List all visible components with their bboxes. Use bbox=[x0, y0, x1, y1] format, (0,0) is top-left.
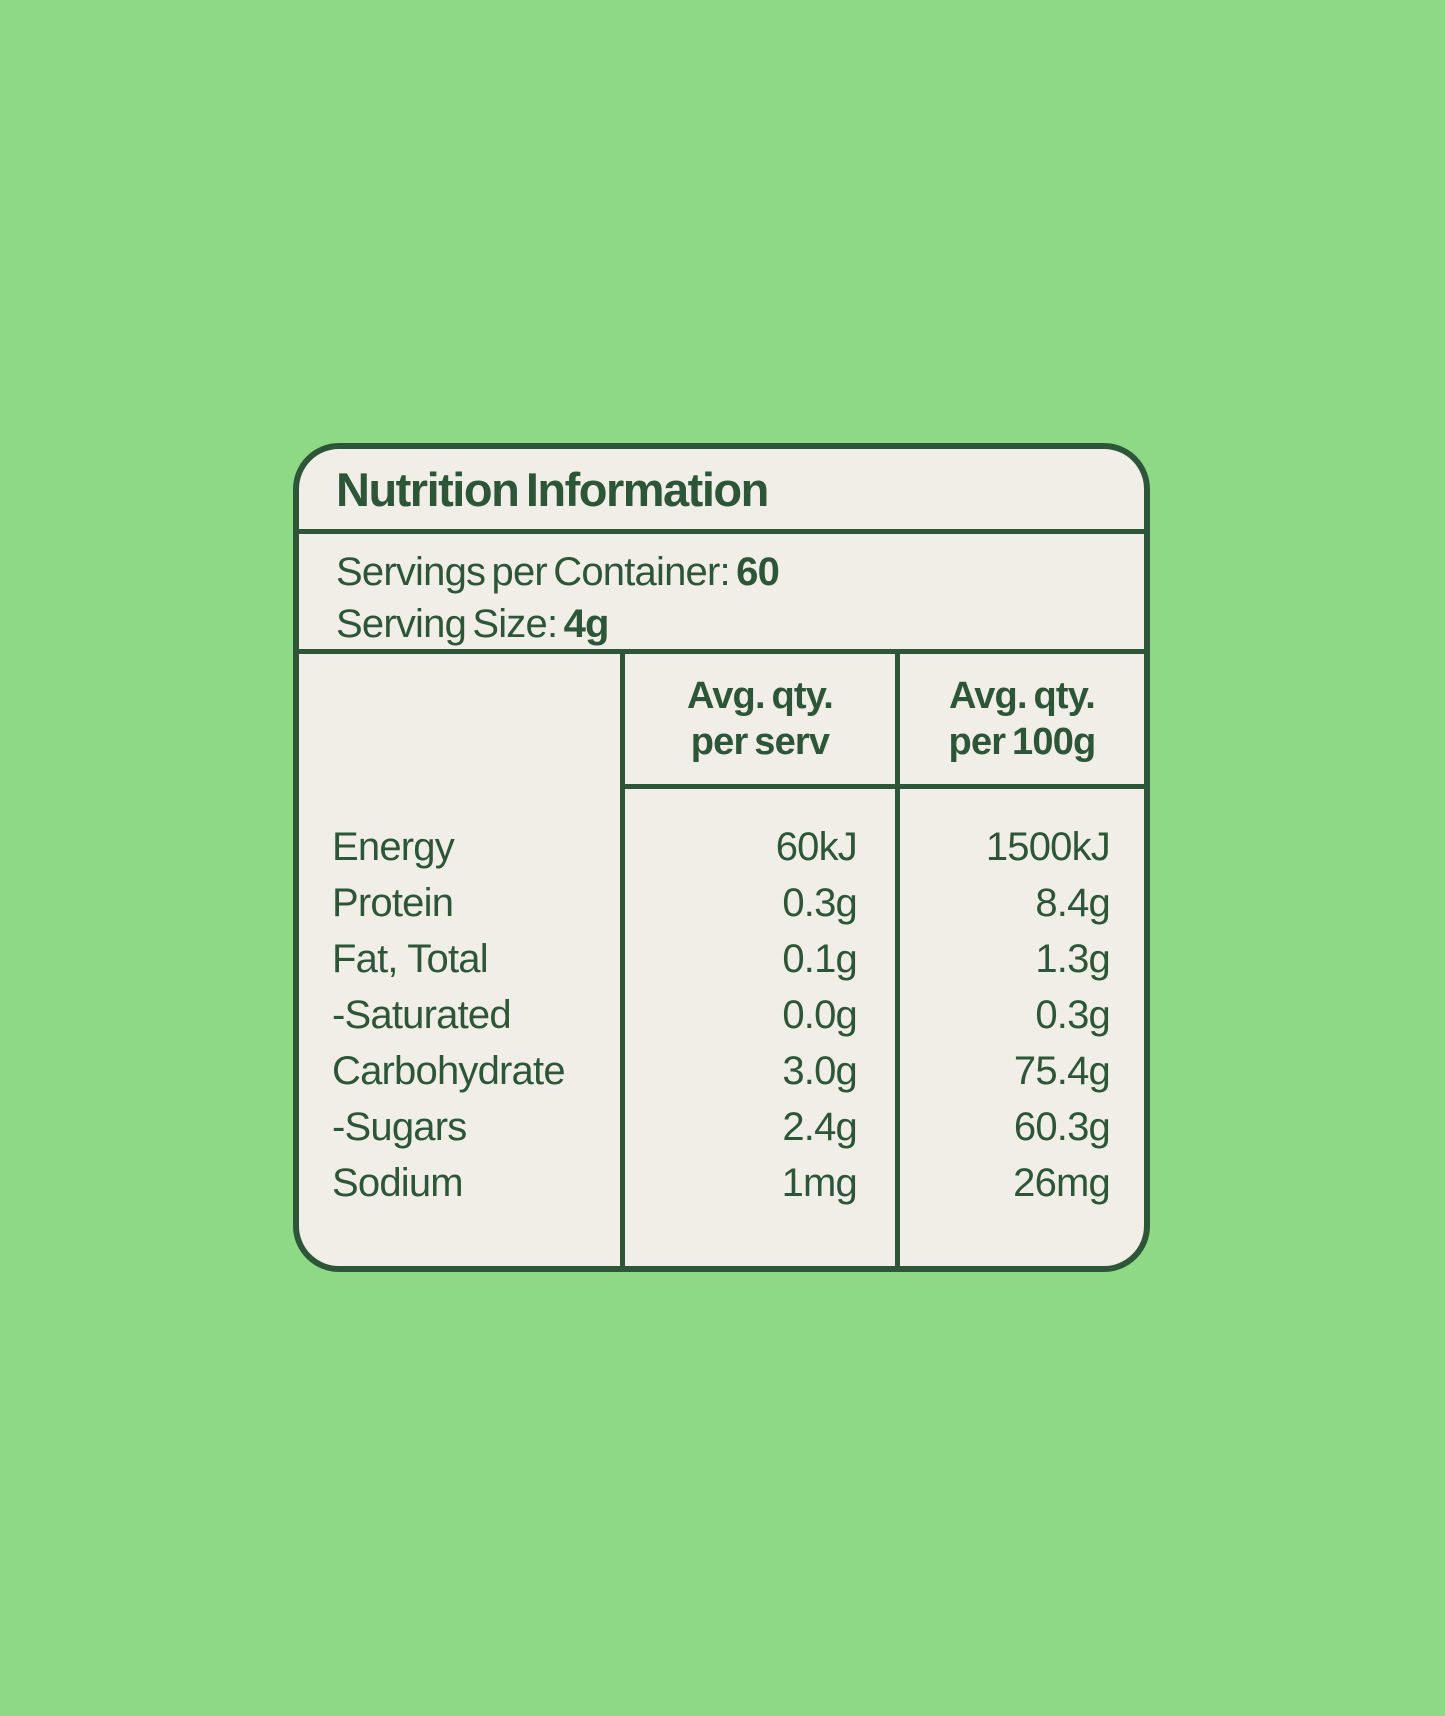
table-row: Sodium 1mg 26mg bbox=[299, 1155, 1144, 1211]
table-row: Fat, Total 0.1g 1.3g bbox=[299, 931, 1144, 987]
nutrient-name: -Sugars bbox=[332, 1104, 467, 1149]
table-row: Energy 60kJ 1500kJ bbox=[299, 819, 1144, 875]
servings-section: Servings per Container: 60 Serving Size:… bbox=[299, 534, 1144, 654]
column-header-per-serv: Avg. qty. per serv bbox=[625, 654, 895, 784]
value-per-serving: 2.4g bbox=[782, 1104, 857, 1149]
value-per-serving: 0.0g bbox=[782, 992, 857, 1037]
column-divider-1 bbox=[620, 654, 625, 1266]
nutrient-name: Fat, Total bbox=[332, 936, 489, 981]
column-header-per-serv-line1: Avg. qty. bbox=[686, 675, 834, 717]
table-row: -Saturated 0.0g 0.3g bbox=[299, 987, 1144, 1043]
nutrition-label-card: Nutrition Information Servings per Conta… bbox=[293, 443, 1150, 1272]
value-per-100g: 8.4g bbox=[1035, 880, 1110, 925]
column-header-per-100g-line1: Avg. qty. bbox=[948, 675, 1096, 717]
header-underline bbox=[620, 784, 1144, 789]
nutrition-table: Avg. qty. per serv Avg. qty. per 100g En… bbox=[299, 654, 1144, 1266]
value-per-serving: 1mg bbox=[781, 1160, 858, 1205]
table-row: Protein 0.3g 8.4g bbox=[299, 875, 1144, 931]
nutrient-name: -Saturated bbox=[332, 992, 512, 1037]
nutrient-name: Carbohydrate bbox=[332, 1048, 566, 1093]
nutrient-name: Protein bbox=[332, 880, 454, 925]
value-per-serving: 0.1g bbox=[782, 936, 857, 981]
serving-size-value: 4g bbox=[563, 602, 610, 646]
value-per-100g: 1.3g bbox=[1035, 936, 1110, 981]
table-row: Carbohydrate 3.0g 75.4g bbox=[299, 1043, 1144, 1099]
value-per-100g: 0.3g bbox=[1035, 992, 1110, 1037]
table-rows: Energy 60kJ 1500kJ Protein 0.3g 8.4g Fat… bbox=[299, 789, 1144, 1266]
value-per-100g: 1500kJ bbox=[985, 824, 1111, 869]
serving-size-label: Serving Size: bbox=[336, 602, 558, 646]
column-header-per-100g: Avg. qty. per 100g bbox=[900, 654, 1144, 784]
nutrient-name: Energy bbox=[332, 824, 455, 869]
page-title: Nutrition Information bbox=[336, 462, 769, 516]
servings-per-container-value: 60 bbox=[736, 550, 780, 594]
table-row: -Sugars 2.4g 60.3g bbox=[299, 1099, 1144, 1155]
servings-per-container-line: Servings per Container: 60 bbox=[336, 546, 1107, 598]
serving-size-line: Serving Size: 4g bbox=[336, 598, 1107, 650]
column-header-per-serv-line2: per serv bbox=[690, 721, 830, 763]
value-per-100g: 60.3g bbox=[1013, 1104, 1111, 1149]
value-per-serving: 60kJ bbox=[775, 824, 858, 869]
value-per-serving: 0.3g bbox=[782, 880, 857, 925]
title-section: Nutrition Information bbox=[299, 449, 1144, 534]
column-divider-2 bbox=[895, 654, 900, 1266]
value-per-serving: 3.0g bbox=[782, 1048, 857, 1093]
value-per-100g: 26mg bbox=[1013, 1160, 1111, 1205]
servings-per-container-label: Servings per Container: bbox=[336, 550, 731, 594]
column-header-per-100g-line2: per 100g bbox=[948, 721, 1097, 763]
nutrient-name: Sodium bbox=[332, 1160, 464, 1205]
value-per-100g: 75.4g bbox=[1013, 1048, 1111, 1093]
